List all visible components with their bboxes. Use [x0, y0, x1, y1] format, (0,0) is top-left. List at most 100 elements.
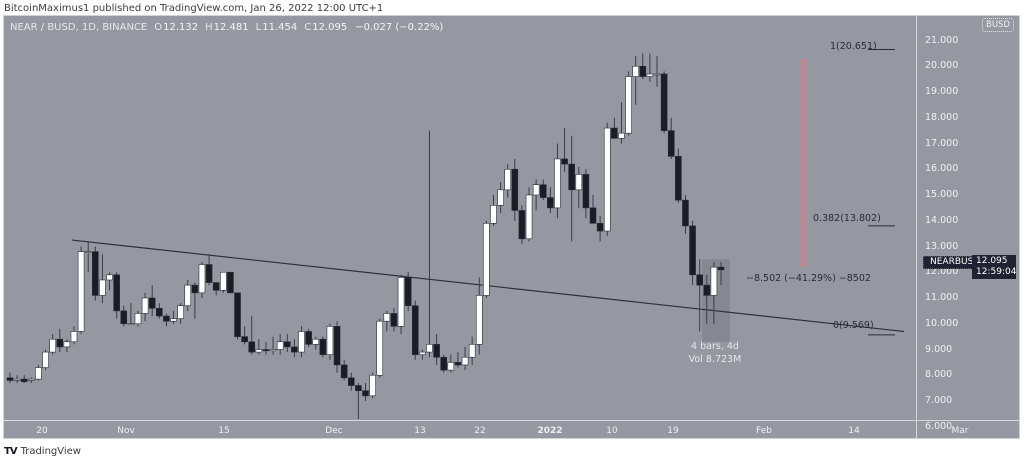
time-tick: 13 — [414, 426, 426, 436]
candle — [99, 279, 106, 296]
last-price-value: 12.095 — [976, 256, 1008, 266]
publish-line: BitcoinMaximus1 published on TradingView… — [4, 3, 384, 14]
bar-countdown: 12:59:04 — [976, 267, 1017, 277]
candle — [518, 210, 526, 240]
candle — [682, 199, 689, 227]
candle — [575, 174, 583, 191]
candle — [141, 297, 149, 314]
candle — [298, 331, 305, 353]
candle — [433, 344, 440, 358]
low-label: L — [255, 22, 262, 33]
candle — [696, 274, 703, 286]
candle — [291, 346, 298, 353]
candle — [241, 336, 248, 343]
close-value: 12.095 — [312, 22, 348, 33]
close-label: C — [304, 22, 312, 33]
candle — [468, 344, 476, 358]
chart-frame[interactable] — [3, 15, 1020, 439]
fib-level-0382[interactable]: 0.382(13.802) — [813, 213, 881, 224]
price-tick: 15.000 — [925, 189, 959, 200]
price-tick: 21.000 — [925, 34, 959, 46]
price-tick: 20.000 — [925, 60, 959, 72]
candle — [404, 277, 412, 307]
candle — [84, 251, 92, 253]
change-value: −0.027 (−0.22%) — [355, 22, 444, 33]
time-tick: Feb — [756, 426, 772, 436]
candle — [554, 158, 561, 209]
candle — [703, 284, 711, 296]
candle — [475, 295, 483, 345]
candle — [561, 158, 568, 165]
candle — [227, 271, 234, 294]
time-tick: 15 — [218, 426, 230, 436]
candle — [56, 338, 64, 348]
candle — [163, 315, 170, 322]
time-tick: 2022 — [537, 426, 563, 436]
candle — [234, 292, 241, 337]
candle — [20, 378, 28, 382]
candle — [390, 313, 398, 327]
candle — [170, 318, 177, 322]
last-price-label: 12.095 12:59:04 — [972, 255, 1016, 279]
currency-badge[interactable]: BUSD — [982, 18, 1014, 32]
price-tick: 7.000 — [925, 395, 953, 406]
price-tick: 19.000 — [925, 86, 959, 97]
symbol-legend: NEAR / BUSD, 1D, BINANCE O12.132 H12.481… — [10, 22, 443, 33]
candle — [120, 310, 128, 325]
time-tick: Dec — [325, 426, 343, 436]
candle — [440, 356, 448, 371]
candle — [454, 362, 462, 366]
price-tick: 14.000 — [925, 214, 959, 226]
candle — [653, 73, 661, 76]
footer: TV TradingView — [4, 446, 81, 457]
candle — [127, 323, 135, 326]
candle — [283, 341, 291, 348]
candle — [205, 264, 213, 283]
candle — [305, 331, 312, 345]
candle — [184, 284, 192, 307]
measure-label[interactable]: −8.502 (−41.29%) −8502 — [746, 273, 871, 284]
range-bars-label: 4 bars, 4d — [691, 341, 739, 352]
candle — [632, 65, 639, 77]
candle — [312, 338, 320, 345]
candle — [319, 338, 327, 355]
range-volume-label: Vol 8.723M — [688, 354, 742, 365]
candle — [220, 271, 227, 291]
candle — [269, 349, 277, 352]
candle — [675, 156, 682, 201]
price-tick: 13.000 — [925, 240, 959, 252]
last-price-symbol-tag: NEARBUSD — [923, 256, 988, 269]
candle — [376, 320, 384, 376]
candle — [326, 326, 334, 355]
time-tick: Nov — [117, 426, 135, 436]
candle — [532, 184, 540, 196]
time-tick: 19 — [667, 426, 679, 436]
fib-level-1[interactable]: 1(20.651) — [830, 41, 877, 52]
candle — [340, 364, 348, 379]
candle — [504, 168, 512, 191]
tradingview-logo-icon: TV — [4, 446, 18, 457]
candle — [568, 163, 575, 191]
price-axis-divider — [916, 16, 917, 438]
price-tick: 9.000 — [925, 343, 953, 355]
price-tick: 17.000 — [925, 137, 959, 149]
candle — [419, 351, 426, 355]
candle — [35, 367, 42, 380]
price-tick: 6.000 — [925, 420, 953, 432]
low-value: 11.454 — [262, 22, 298, 33]
candle — [525, 194, 533, 240]
candle — [383, 313, 391, 322]
fib-projection-bar — [799, 58, 806, 268]
candle — [333, 326, 341, 366]
fib-level-0[interactable]: 0(9.569) — [833, 320, 874, 331]
candle — [611, 127, 618, 139]
price-tick: 8.000 — [925, 369, 953, 381]
candle — [369, 374, 376, 397]
candle — [589, 207, 597, 224]
brand-name[interactable]: TradingView — [20, 446, 81, 457]
candle — [646, 73, 654, 77]
candle — [13, 378, 21, 381]
candle — [511, 168, 519, 211]
candle — [639, 65, 647, 77]
